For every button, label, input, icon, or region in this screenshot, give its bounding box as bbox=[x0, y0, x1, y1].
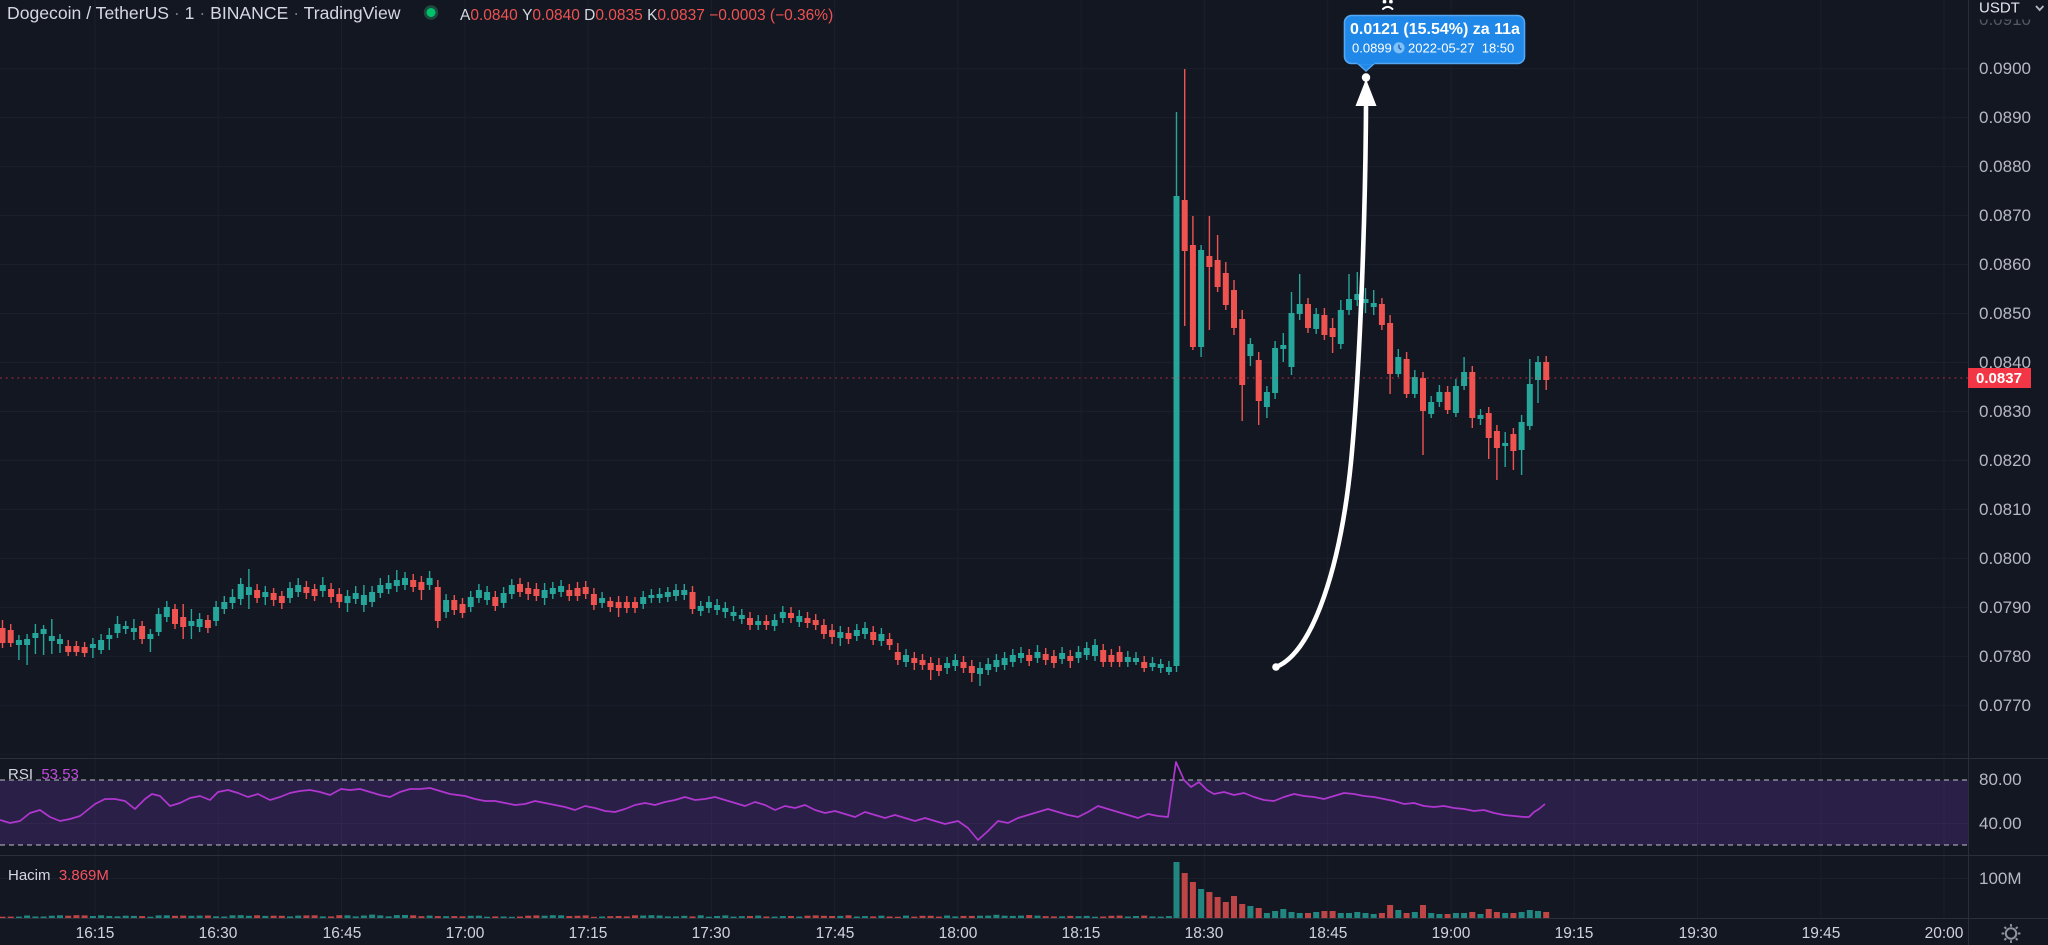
svg-text:19:00: 19:00 bbox=[1432, 925, 1471, 942]
svg-text:0.0790: 0.0790 bbox=[1979, 598, 2031, 617]
svg-text:80.00: 80.00 bbox=[1979, 770, 2022, 789]
svg-text:A0.0840 Y0.0840 D0.0835 K0.083: A0.0840 Y0.0840 D0.0835 K0.0837 −0.0003 … bbox=[460, 7, 833, 24]
svg-text:0.0900: 0.0900 bbox=[1979, 59, 2031, 78]
svg-text:Hacim 3.869M: Hacim 3.869M bbox=[8, 867, 109, 884]
svg-text:17:15: 17:15 bbox=[569, 925, 608, 942]
svg-text:18:30: 18:30 bbox=[1185, 925, 1224, 942]
svg-text:0.0800: 0.0800 bbox=[1979, 549, 2031, 568]
svg-text:19:45: 19:45 bbox=[1802, 925, 1841, 942]
svg-text:18:00: 18:00 bbox=[939, 925, 978, 942]
svg-text:0.0780: 0.0780 bbox=[1979, 647, 2031, 666]
svg-text:0.0810: 0.0810 bbox=[1979, 500, 2031, 519]
svg-text:17:45: 17:45 bbox=[816, 925, 855, 942]
svg-text:19:30: 19:30 bbox=[1679, 925, 1718, 942]
svg-text:0.0820: 0.0820 bbox=[1979, 451, 2031, 470]
svg-text:0.0899: 0.0899 bbox=[1352, 41, 1392, 56]
svg-text:16:15: 16:15 bbox=[76, 925, 115, 942]
svg-text:0.0890: 0.0890 bbox=[1979, 108, 2031, 127]
svg-text:Dogecoin / TetherUS · 1 · BINA: Dogecoin / TetherUS · 1 · BINANCE · Trad… bbox=[7, 3, 401, 23]
svg-text:0.0840: 0.0840 bbox=[1979, 353, 2031, 372]
svg-text:0.0860: 0.0860 bbox=[1979, 255, 2031, 274]
svg-text:17:30: 17:30 bbox=[692, 925, 731, 942]
svg-text:0.0121 (15.54%) za 11a: 0.0121 (15.54%) za 11a bbox=[1350, 21, 1520, 38]
svg-text:0.0770: 0.0770 bbox=[1979, 696, 2031, 715]
svg-text:17:00: 17:00 bbox=[446, 925, 485, 942]
svg-text:18:45: 18:45 bbox=[1309, 925, 1348, 942]
svg-text:20:00: 20:00 bbox=[1925, 925, 1964, 942]
svg-text:0.0830: 0.0830 bbox=[1979, 402, 2031, 421]
svg-text:2022-05-27 18:50: 2022-05-27 18:50 bbox=[1408, 41, 1514, 56]
svg-text:16:45: 16:45 bbox=[323, 925, 362, 942]
svg-text:0.0850: 0.0850 bbox=[1979, 304, 2031, 323]
svg-text:USDT: USDT bbox=[1979, 0, 2020, 17]
svg-text:18:15: 18:15 bbox=[1062, 925, 1101, 942]
svg-text:0.0880: 0.0880 bbox=[1979, 157, 2031, 176]
svg-text:19:15: 19:15 bbox=[1555, 925, 1594, 942]
svg-text:0.0870: 0.0870 bbox=[1979, 206, 2031, 225]
svg-text:100M: 100M bbox=[1979, 869, 2022, 888]
svg-text:RSI 53.53: RSI 53.53 bbox=[8, 766, 79, 783]
svg-text:16:30: 16:30 bbox=[199, 925, 238, 942]
svg-text:40.00: 40.00 bbox=[1979, 814, 2022, 833]
svg-text:0.0837: 0.0837 bbox=[1976, 370, 2022, 387]
